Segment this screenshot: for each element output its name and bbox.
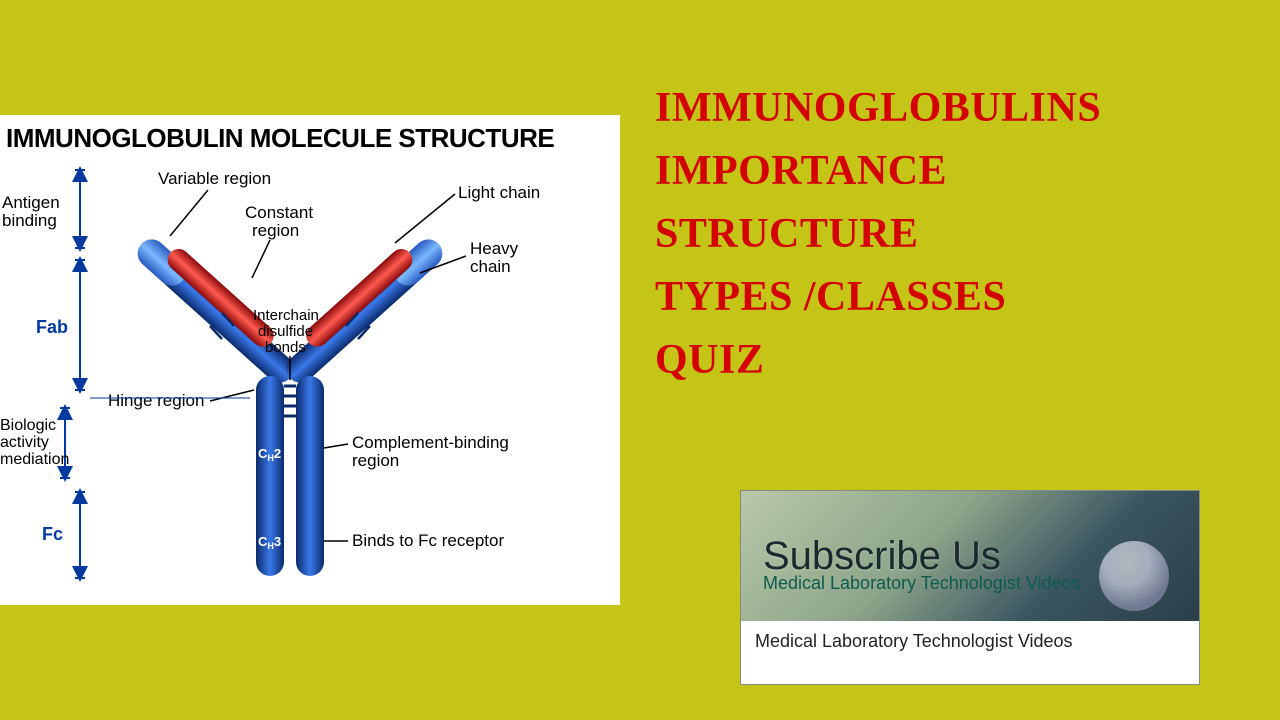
label-fab: Fab [36,317,68,337]
label-binds-fc: Binds to Fc receptor [352,531,504,550]
headline-line-3: STRUCTURE [655,204,1101,265]
immunoglobulin-diagram: CL CL CH1 CH1 CH2 CH3 Antigenbinding Fab… [0,158,620,606]
label-fc: Fc [42,524,63,544]
diagram-panel: IMMUNOGLOBULIN MOLECULE STRUCTURE [0,115,620,605]
subscribe-subline: Medical Laboratory Technologist Videos [763,573,1081,594]
diagram-svg-wrap: CL CL CH1 CH1 CH2 CH3 Antigenbinding Fab… [0,158,620,606]
label-variable-region: Variable region [158,169,271,188]
subscribe-headline: Subscribe Us [763,534,1001,579]
diagram-title: IMMUNOGLOBULIN MOLECULE STRUCTURE [0,115,620,158]
headline-block: IMMUNOGLOBULINS IMPORTANCE STRUCTURE TYP… [655,78,1101,392]
subscribe-card[interactable]: Subscribe Us Medical Laboratory Technolo… [740,490,1200,685]
headline-line-5: QUIZ [655,330,1101,391]
label-light-chain: Light chain [458,183,540,202]
subscribe-caption: Medical Laboratory Technologist Videos [741,621,1199,662]
label-biologic: Biologicactivitymediation [0,417,69,468]
label-hinge: Hinge region [108,391,204,410]
svg-text:CL: CL [316,281,331,298]
headline-line-1: IMMUNOGLOBULINS [655,78,1101,139]
label-antigen-binding: Antigenbinding [2,193,60,230]
label-complement: Complement-bindingregion [352,433,509,470]
headline-line-2: IMPORTANCE [655,141,1101,202]
subscribe-banner-image: Subscribe Us Medical Laboratory Technolo… [741,491,1199,621]
label-constant-region: Constantregion [245,203,313,240]
svg-text:CH1: CH1 [352,344,375,361]
label-heavy-chain: Heavychain [470,239,519,276]
headline-line-4: TYPES /CLASSES [655,267,1101,328]
svg-text:CH1: CH1 [200,344,223,361]
svg-text:CL: CL [251,281,266,298]
